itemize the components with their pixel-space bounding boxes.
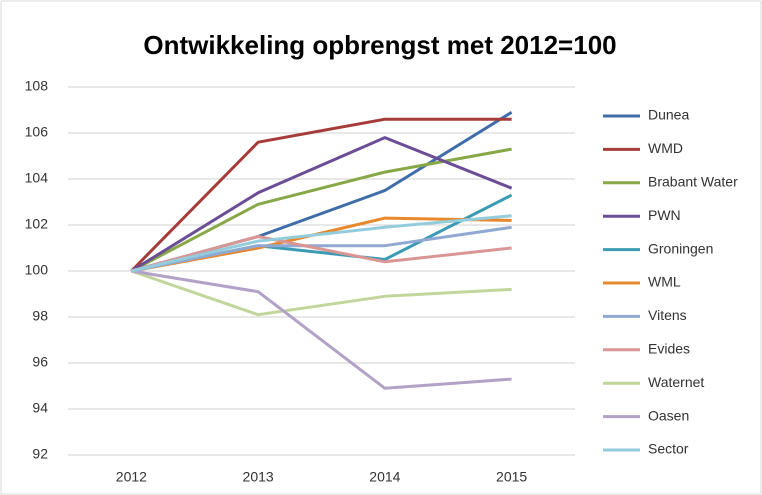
y-tick-label: 104 — [25, 170, 49, 186]
y-tick-label: 94 — [32, 400, 48, 416]
legend-label: WML — [648, 274, 681, 290]
series-line — [130, 117, 512, 273]
legend-label: Evides — [648, 341, 690, 357]
series-line — [131, 269, 512, 390]
series-line — [130, 269, 512, 317]
legend-label: Oasen — [648, 407, 689, 423]
legend-label: Vitens — [648, 307, 687, 323]
legend-label: Dunea — [648, 107, 689, 123]
legend-label: Groningen — [648, 240, 713, 256]
y-tick-label: 92 — [32, 446, 48, 462]
y-tick-label: 108 — [25, 78, 49, 94]
x-tick-label: 2015 — [496, 469, 527, 485]
legend-label: Brabant Water — [648, 174, 738, 190]
series-line — [130, 235, 512, 273]
x-tick-label: 2013 — [243, 469, 274, 485]
series-line — [131, 225, 512, 273]
x-tick-label: 2014 — [369, 469, 400, 485]
x-tick-label: 2012 — [116, 469, 147, 485]
series-line — [130, 136, 513, 273]
legend-label: WMD — [648, 140, 683, 156]
y-tick-label: 102 — [25, 216, 49, 232]
legend-label: PWN — [648, 207, 681, 223]
y-tick-label: 100 — [25, 262, 49, 278]
chart-title: Ontwikkeling opbrengst met 2012=100 — [143, 30, 616, 60]
series-line — [131, 214, 512, 273]
legend-label: Waternet — [648, 374, 704, 390]
series-line — [130, 147, 512, 273]
y-tick-label: 106 — [25, 124, 49, 140]
y-tick-label: 96 — [32, 354, 48, 370]
legend-label: Sector — [648, 441, 689, 457]
y-tick-label: 98 — [32, 308, 48, 324]
